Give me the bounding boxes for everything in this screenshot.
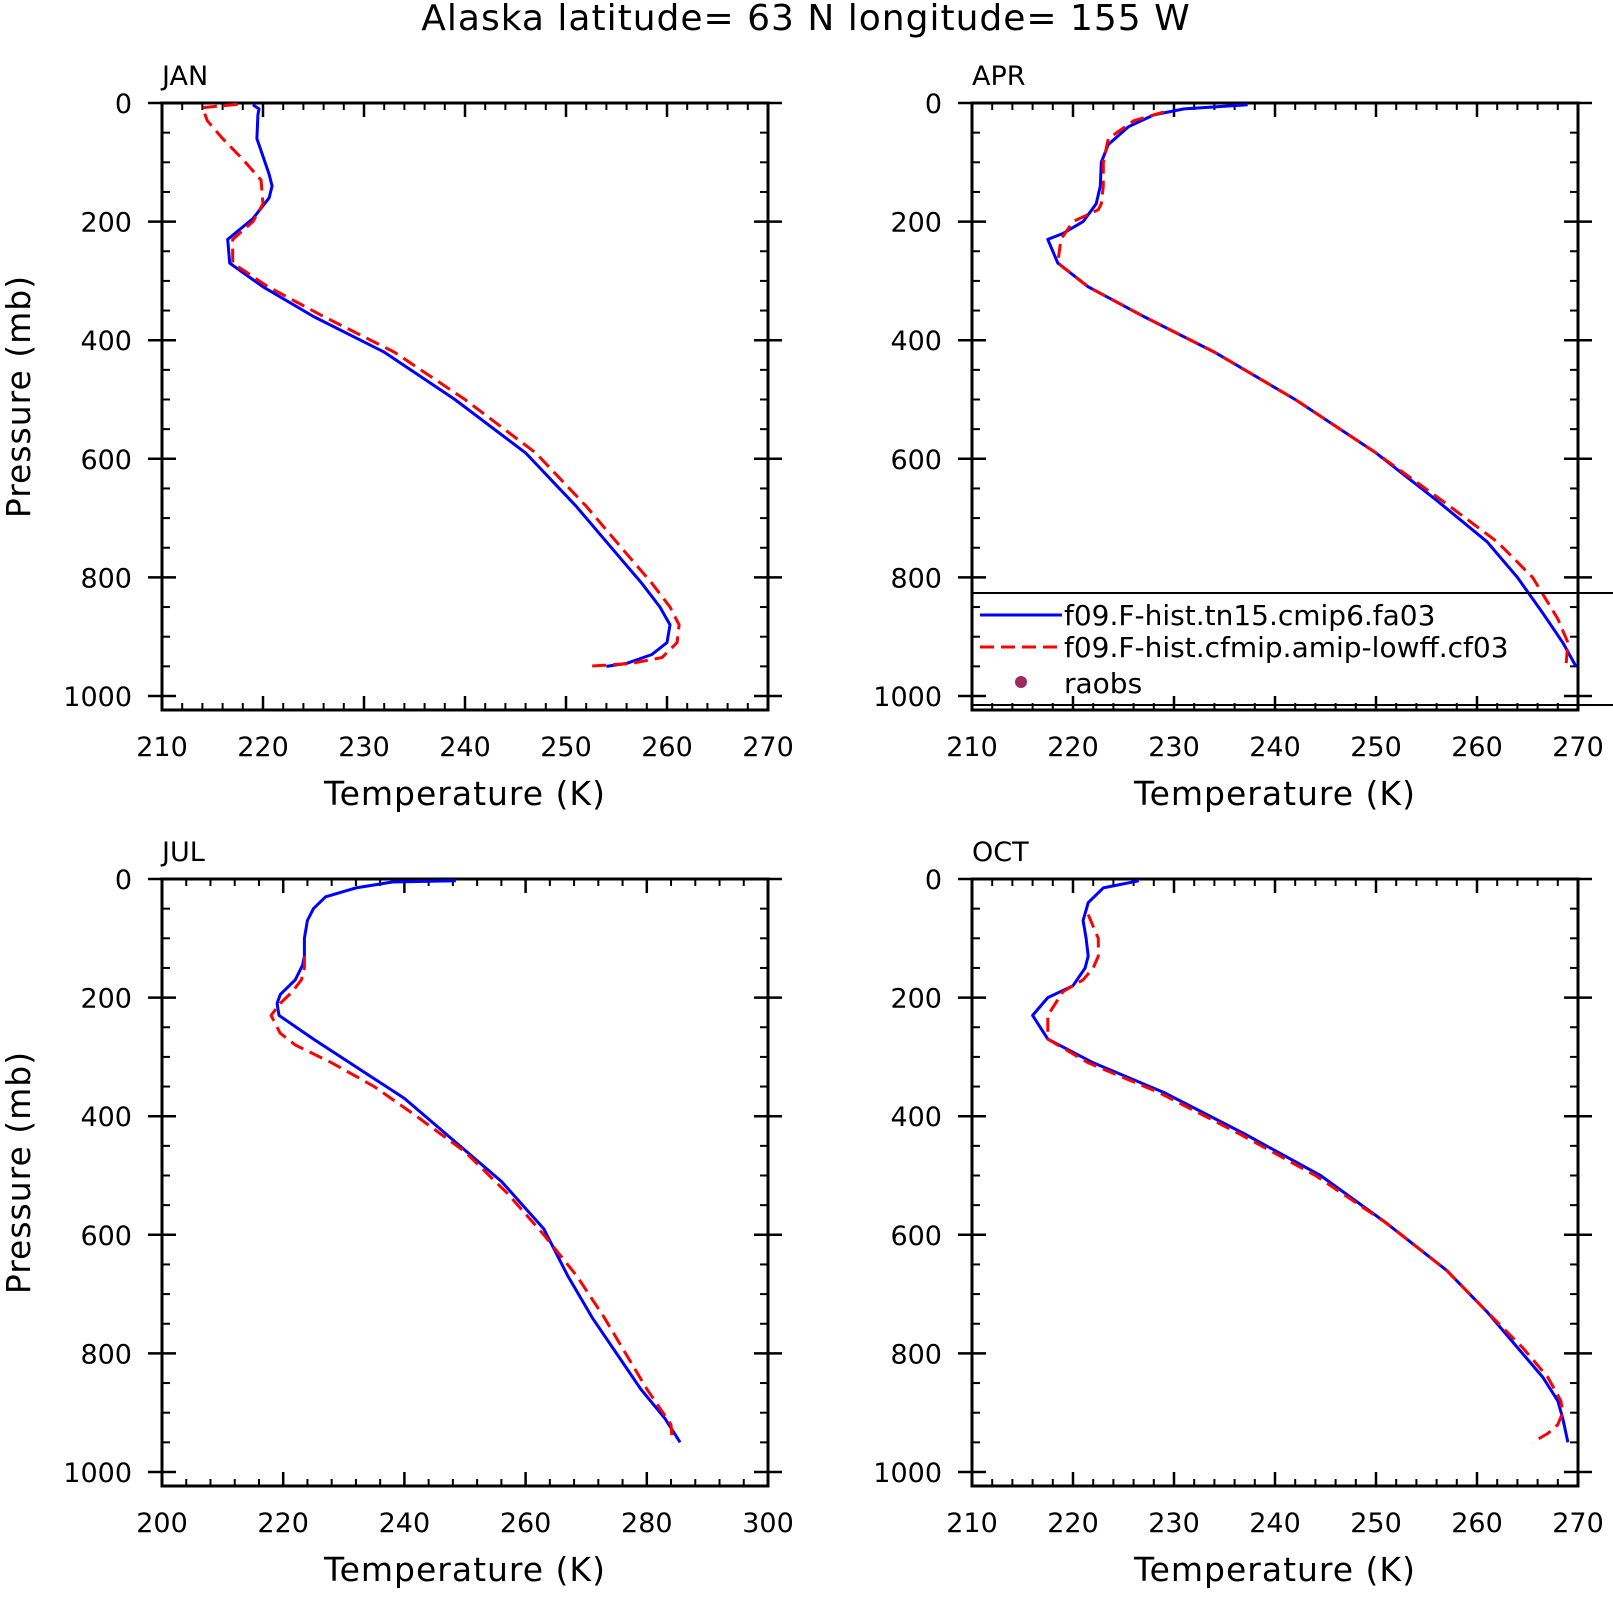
series-line-cf03 [269, 956, 674, 1443]
series-line-cf03 [1056, 110, 1570, 667]
panel-title: JUL [160, 837, 205, 868]
y-tick-label: 400 [890, 326, 942, 357]
x-axis-label: Temperature (K) [1133, 774, 1416, 813]
y-tick-label: 1000 [873, 682, 942, 713]
y-tick-label: 0 [925, 865, 942, 896]
panel-apr: 210 220 230 240 250 260 270 0 200 400 600 800 1000 AP… [873, 61, 1603, 813]
series-line-cf03 [200, 103, 681, 668]
panel-oct: 210 220 230 240 250 260 270 0 200 400 600 800 1000 OC… [873, 837, 1603, 1589]
y-tick-label: 1000 [873, 1458, 942, 1489]
x-tick-label: 240 [379, 1508, 431, 1539]
series-line-fa03 [1031, 879, 1570, 1443]
panels: 210 220 230 240 250 260 270 0 200 400 600 800 1000 JA… [0, 61, 1604, 1589]
x-tick-label: 220 [1047, 1508, 1099, 1539]
y-axis-label: Pressure (mb) [0, 1051, 38, 1294]
panel-jan: 210 220 230 240 250 260 270 0 200 400 600 800 1000 JA… [0, 61, 794, 813]
x-tick-label: 270 [742, 732, 794, 763]
series-group [1046, 103, 1578, 668]
x-tick-label: 270 [1552, 732, 1604, 763]
x-tick-label: 260 [1451, 732, 1503, 763]
legend-label: f09.F-hist.cfmip.amip-lowff.cf03 [1064, 631, 1509, 664]
x-tick-label: 250 [1350, 1508, 1402, 1539]
y-tick-label: 600 [80, 445, 132, 476]
legend-label: raobs [1064, 667, 1142, 700]
y-tick-label: 600 [890, 1221, 942, 1252]
plot-frame [970, 877, 1580, 1488]
y-tick-label: 200 [890, 984, 942, 1015]
x-tick-label: 250 [1350, 732, 1402, 763]
x-tick-label: 300 [742, 1508, 794, 1539]
x-tick-label: 220 [237, 732, 289, 763]
y-tick-label: 800 [80, 1339, 132, 1370]
y-tick-label: 600 [80, 1221, 132, 1252]
series-line-fa03 [226, 103, 672, 668]
x-tick-label: 230 [1148, 1508, 1200, 1539]
y-tick-label: 800 [890, 1339, 942, 1370]
legend-marker [1015, 676, 1027, 688]
series-line-fa03 [275, 879, 682, 1444]
x-tick-label: 220 [257, 1508, 309, 1539]
panel-jul: 200 220 240 260 280 300 0 200 400 600 800 1000 JUL Te… [0, 837, 794, 1589]
x-tick-label: 260 [641, 732, 693, 763]
x-tick-label: 240 [1249, 1508, 1301, 1539]
y-tick-label: 200 [80, 984, 132, 1015]
y-tick-label: 800 [80, 563, 132, 594]
y-tick-label: 0 [115, 89, 132, 120]
y-tick-label: 600 [890, 445, 942, 476]
x-axis-label: Temperature (K) [323, 1550, 606, 1589]
x-tick-label: 260 [500, 1508, 552, 1539]
y-tick-label: 400 [80, 326, 132, 357]
y-tick-label: 800 [890, 563, 942, 594]
panel-title: JAN [160, 61, 208, 92]
x-tick-label: 200 [136, 1508, 188, 1539]
y-tick-label: 400 [80, 1102, 132, 1133]
x-tick-label: 260 [1451, 1508, 1503, 1539]
y-axis-label: Pressure (mb) [0, 275, 38, 518]
legend-label: f09.F-hist.tn15.cmip6.fa03 [1064, 599, 1435, 632]
x-tick-label: 270 [1552, 1508, 1604, 1539]
y-tick-label: 0 [925, 89, 942, 120]
y-tick-label: 200 [890, 208, 942, 239]
y-tick-label: 200 [80, 208, 132, 239]
x-tick-label: 230 [1148, 732, 1200, 763]
series-group [200, 103, 681, 668]
plot-frame [160, 877, 770, 1488]
panel-title: APR [972, 61, 1026, 92]
x-tick-label: 210 [946, 732, 998, 763]
x-axis-label: Temperature (K) [1133, 1550, 1416, 1589]
panel-title: OCT [972, 837, 1029, 868]
series-group [269, 879, 682, 1444]
legend: f09.F-hist.tn15.cmip6.fa03f09.F-hist.cfm… [972, 592, 1613, 706]
series-group [1031, 879, 1570, 1444]
x-axis-label: Temperature (K) [323, 774, 606, 813]
x-tick-label: 250 [540, 732, 592, 763]
y-tick-label: 400 [890, 1102, 942, 1133]
series-line-cf03 [1046, 914, 1565, 1444]
series-line-fa03 [1046, 103, 1578, 668]
y-tick-label: 1000 [63, 682, 132, 713]
x-tick-label: 230 [338, 732, 390, 763]
y-tick-label: 1000 [63, 1458, 132, 1489]
x-tick-label: 220 [1047, 732, 1099, 763]
figure-title: Alaska latitude= 63 N longitude= 155 W [421, 0, 1191, 39]
x-tick-label: 210 [136, 732, 188, 763]
x-tick-label: 240 [1249, 732, 1301, 763]
x-tick-label: 280 [621, 1508, 673, 1539]
x-tick-label: 240 [439, 732, 491, 763]
y-tick-label: 0 [115, 865, 132, 896]
x-tick-label: 210 [946, 1508, 998, 1539]
